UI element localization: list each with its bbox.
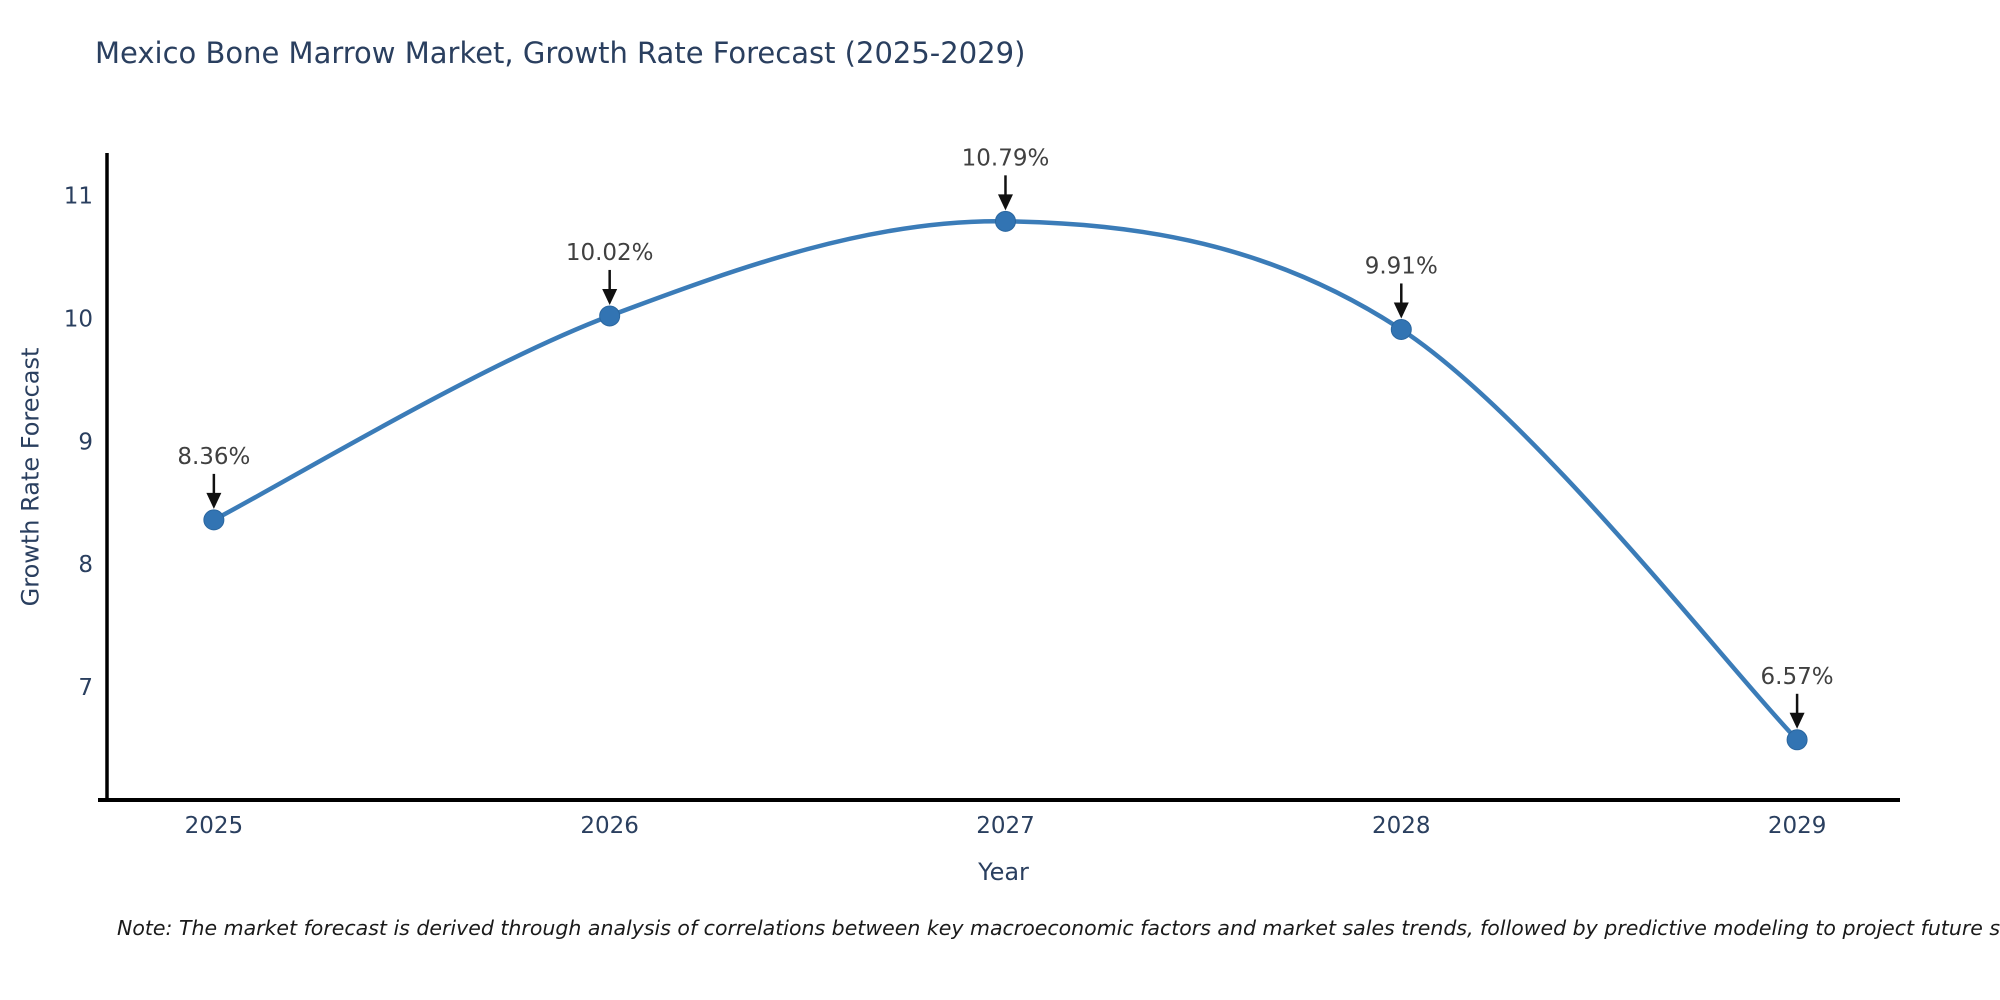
- annotation-arrowhead: [1393, 302, 1409, 319]
- annotation-label: 9.91%: [1365, 253, 1438, 279]
- x-tick-label: 2029: [1768, 813, 1827, 839]
- annotation-label: 8.36%: [177, 444, 250, 470]
- x-tick-label: 2025: [185, 813, 244, 839]
- annotation-label: 10.02%: [566, 240, 654, 266]
- trend-line: [211, 219, 1800, 743]
- y-tick-label: 8: [78, 552, 93, 578]
- x-tick-label: 2026: [580, 813, 639, 839]
- data-point-marker[interactable]: [599, 305, 621, 327]
- y-tick-label: 10: [64, 306, 93, 332]
- data-point-marker[interactable]: [1390, 318, 1412, 340]
- annotation-arrowhead: [1789, 712, 1805, 729]
- x-tick-label: 2027: [976, 813, 1035, 839]
- chart-title: Mexico Bone Marrow Market, Growth Rate F…: [95, 36, 1026, 70]
- x-tick-label: 2028: [1372, 813, 1431, 839]
- footnote: Note: The market forecast is derived thr…: [117, 916, 2000, 940]
- annotation-arrowhead: [997, 194, 1013, 211]
- x-axis-title: Year: [978, 858, 1029, 886]
- annotation-arrowhead: [206, 492, 222, 509]
- y-tick-label: 7: [78, 675, 93, 701]
- annotation-label: 10.79%: [962, 145, 1050, 171]
- data-point-marker[interactable]: [994, 210, 1016, 232]
- data-point-marker[interactable]: [1786, 729, 1808, 751]
- y-tick-label: 11: [64, 184, 93, 210]
- y-tick-label: 9: [78, 429, 93, 455]
- annotation-arrowhead: [602, 288, 618, 305]
- data-point-marker[interactable]: [203, 509, 225, 531]
- annotation-label: 6.57%: [1761, 664, 1834, 690]
